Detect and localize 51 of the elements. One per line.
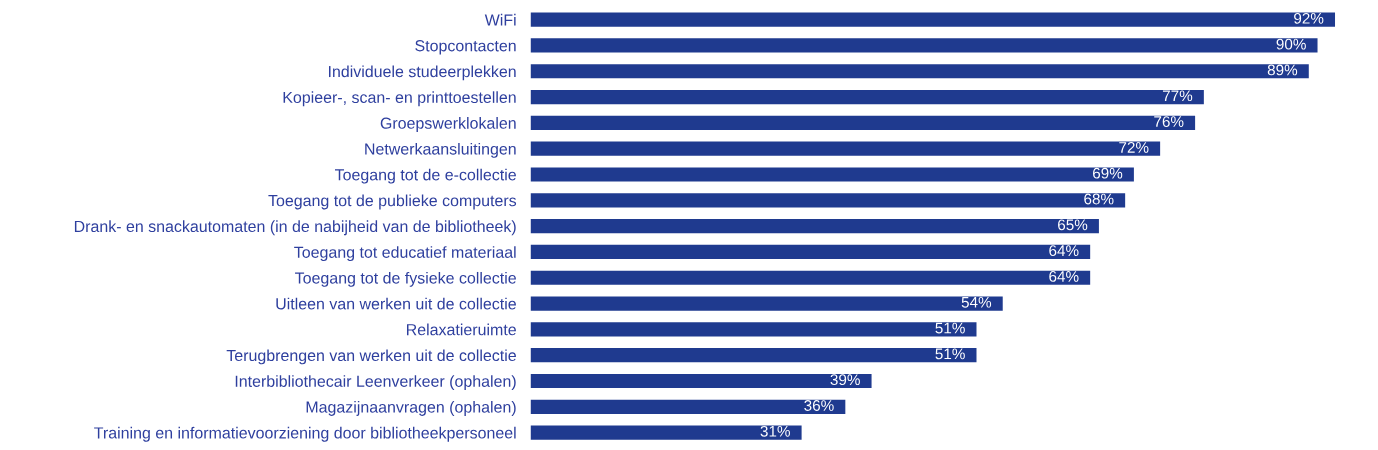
data-label: 51% — [935, 322, 965, 334]
y-tick-label: Drank- en snackautomaten (in de nabijheid van de bibliotheek) — [74, 220, 516, 236]
data-label: 89% — [1267, 64, 1298, 76]
y-tick-label: Toegang tot de publieke computers — [268, 194, 517, 210]
bar — [530, 270, 1091, 285]
y-tick-label: Toegang tot de fysieke collectie — [295, 271, 516, 287]
y-tick-label: Training en informatievoorziening door bibliotheekpersoneel — [94, 426, 516, 442]
bar — [530, 322, 977, 337]
data-label: 92% — [1294, 12, 1324, 24]
data-label: 90% — [1276, 38, 1306, 50]
bar — [530, 89, 1204, 105]
y-tick-label: Individuele studeerplekken — [329, 65, 516, 81]
data-label: 51% — [935, 348, 965, 360]
data-label: 64% — [1049, 245, 1079, 257]
y-tick-label: Toegang tot educatief materiaal — [294, 246, 516, 262]
y-tick-label: Relaxatieruimte — [406, 323, 516, 336]
bar — [530, 219, 1099, 234]
data-label: 65% — [1058, 219, 1088, 231]
data-label: 69% — [1093, 167, 1123, 179]
bar — [530, 38, 1318, 53]
bar — [530, 373, 872, 389]
data-label: 64% — [1049, 271, 1079, 282]
data-label: 68% — [1084, 193, 1114, 205]
data-label: 31% — [760, 425, 790, 437]
bar — [530, 348, 977, 363]
y-tick-label: Stopcontacten — [415, 40, 516, 55]
data-label: 76% — [1154, 116, 1184, 127]
y-tick-label: Toegang tot de e-collectie — [334, 168, 516, 184]
y-tick-label: Magazijnaanvragen (ophalen) — [306, 401, 516, 416]
data-label: 72% — [1119, 141, 1149, 153]
bar — [530, 399, 846, 414]
y-tick-label: Kopieer-, scan- en printtoestellen — [283, 91, 516, 107]
data-label: 36% — [804, 400, 834, 411]
bar — [530, 64, 1309, 79]
bar — [530, 244, 1091, 260]
bar — [530, 115, 1196, 130]
y-tick-label: Interbibliothecair Leenverkeer (ophalen) — [235, 375, 516, 391]
bar — [530, 425, 802, 440]
bar — [530, 296, 1003, 311]
y-tick-label: Uitleen van werken uit de collectie — [276, 297, 516, 310]
bar — [530, 141, 1161, 156]
data-label: 77% — [1162, 90, 1193, 102]
y-tick-label: Netwerkaansluitingen — [365, 142, 516, 158]
y-tick-label: WiFi — [484, 13, 516, 26]
bar — [530, 167, 1134, 182]
data-label: 39% — [830, 374, 860, 386]
y-tick-label: Terugbrengen van werken uit de collectie — [226, 349, 516, 365]
bar — [530, 12, 1336, 27]
y-tick-label: Groepswerklokalen — [380, 117, 516, 132]
data-label: 54% — [961, 296, 992, 308]
bar — [530, 193, 1126, 208]
